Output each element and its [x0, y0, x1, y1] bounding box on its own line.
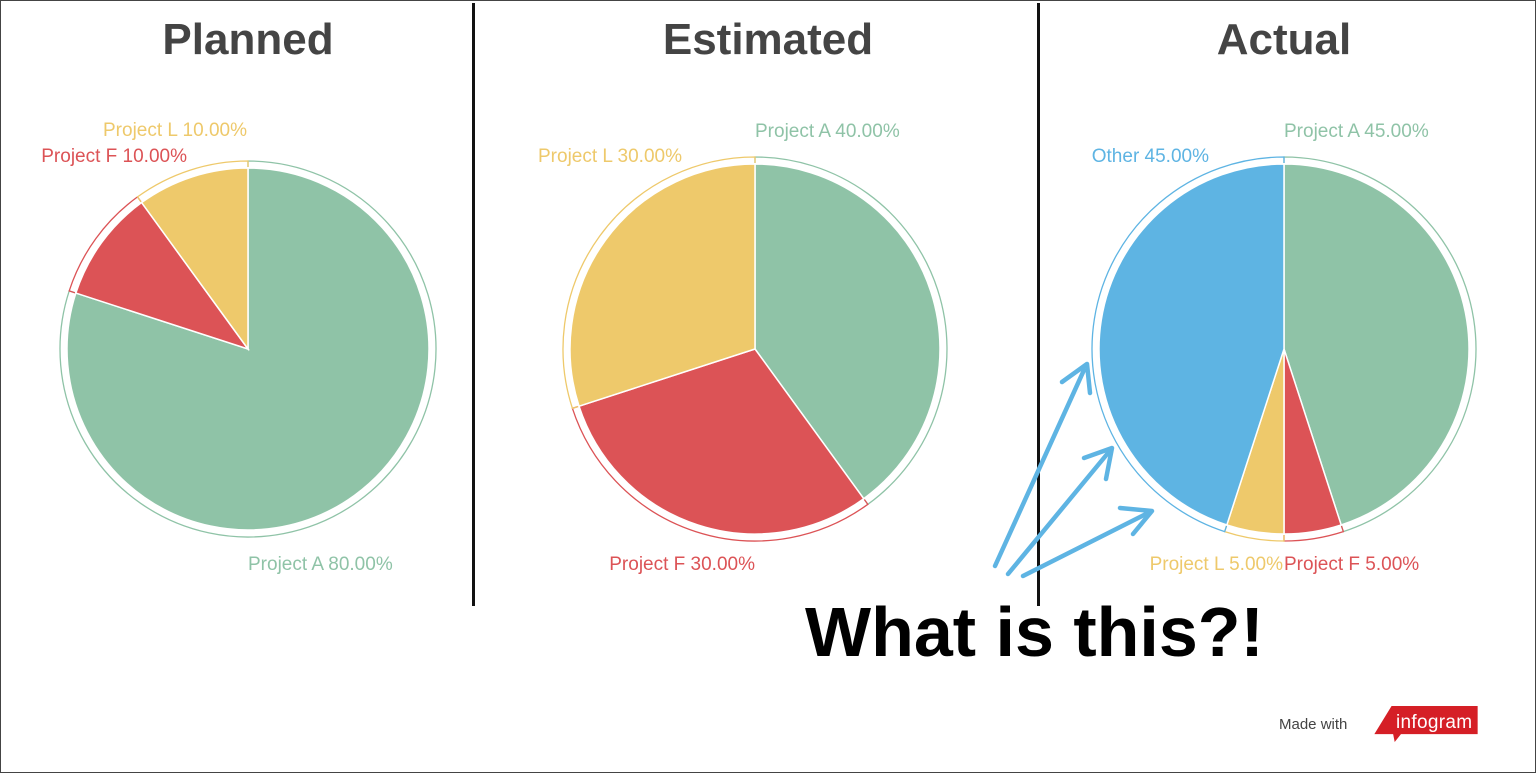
infogram-logo-badge[interactable] — [1360, 706, 1492, 742]
pie-slice-estimated-project-f[interactable] — [578, 348, 865, 535]
divider-estimated-actual — [1037, 3, 1040, 606]
pie-label-actual-other: Other 45.00% — [1092, 146, 1209, 167]
pie-slice-planned-project-l[interactable] — [140, 167, 249, 352]
annotation-arrow-3 — [1020, 510, 1151, 579]
pie-bracket-estimated-project-a — [754, 156, 948, 506]
annotation-arrows — [992, 361, 1155, 579]
pie-slice-actual-project-a[interactable] — [1283, 163, 1470, 526]
pie-slice-estimated-project-l[interactable] — [569, 163, 756, 408]
pie-label-actual-project-a: Project A 45.00% — [1284, 121, 1429, 142]
pie-slice-planned-project-f[interactable] — [74, 201, 250, 351]
pie-bracket-actual-other — [1091, 156, 1285, 533]
divider-planned-estimated — [472, 3, 475, 606]
pie-bracket-estimated-project-f — [571, 405, 869, 542]
annotation-arrow-2 — [1005, 450, 1111, 577]
pie-slice-actual-other[interactable] — [1098, 163, 1285, 526]
annotation-text: What is this?! — [805, 593, 1264, 671]
pie-slice-planned-project-a[interactable] — [66, 167, 430, 531]
pie-slice-estimated-project-a[interactable] — [754, 163, 941, 500]
annotation-arrowhead-2 — [1081, 445, 1115, 482]
pie-label-actual-project-l: Project L 5.00% — [1150, 554, 1284, 575]
pie-label-actual-project-f: Project F 5.00% — [1284, 554, 1419, 575]
made-with-label: Made with — [1279, 716, 1348, 733]
pie-label-estimated-project-f: Project F 30.00% — [609, 554, 755, 575]
pie-bracket-planned-project-l — [136, 160, 249, 203]
pie-label-planned-project-l: Project L 10.00% — [103, 120, 247, 141]
pie-bracket-estimated-project-l — [562, 156, 756, 410]
pie-label-estimated-project-a: Project A 40.00% — [755, 121, 900, 142]
pie-label-estimated-project-l: Project L 30.00% — [538, 146, 682, 167]
infogram-logo-text: infogram — [1396, 712, 1473, 733]
chart-title-estimated: Estimated — [662, 15, 874, 64]
chart-title-planned: Planned — [162, 15, 334, 64]
pie-bracket-actual-project-a — [1283, 156, 1477, 533]
annotation-arrowhead-1 — [1059, 361, 1093, 396]
pie-bracket-planned-project-a — [59, 160, 437, 538]
pie-label-planned-project-f: Project F 10.00% — [41, 146, 187, 167]
annotation-arrowhead-3 — [1117, 505, 1155, 537]
annotation-arrow-1 — [992, 367, 1087, 569]
chart-title-actual: Actual — [1216, 15, 1352, 64]
pie-bracket-planned-project-f — [68, 195, 142, 294]
pie-label-planned-project-a: Project A 80.00% — [248, 554, 393, 575]
